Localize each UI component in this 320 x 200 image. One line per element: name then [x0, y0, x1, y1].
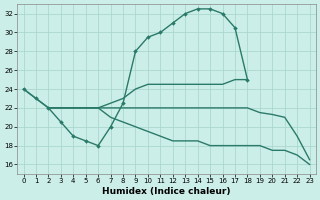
- X-axis label: Humidex (Indice chaleur): Humidex (Indice chaleur): [102, 187, 231, 196]
